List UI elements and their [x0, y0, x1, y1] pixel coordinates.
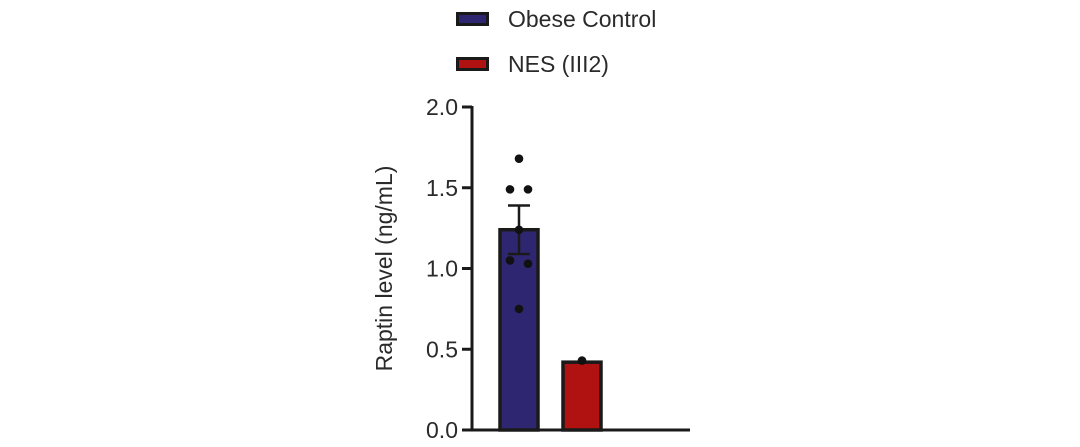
bar: [498, 227, 540, 432]
bar: [561, 360, 603, 432]
data-point: [505, 256, 515, 265]
data-point: [514, 225, 524, 235]
y-tick-label: 1.0: [426, 256, 458, 282]
data-point: [514, 154, 524, 163]
legend: Obese Control NES (III2): [456, 6, 656, 77]
data-point: [523, 185, 533, 194]
legend-label: Obese Control: [508, 6, 656, 32]
legend-swatch: [456, 12, 489, 26]
data-point: [505, 185, 515, 194]
y-axis-label: Raptin level (ng/mL): [371, 166, 397, 372]
data-points: [505, 154, 587, 365]
data-point: [577, 356, 587, 365]
y-tick-label: 1.5: [426, 175, 458, 201]
y-tick-label: 2.0: [426, 94, 458, 120]
y-tick-label: 0.5: [426, 336, 458, 362]
bars: [498, 227, 603, 432]
data-point: [514, 304, 524, 314]
axes: 0.0 0.5 1.0 1.5 2.0 Raptin level (ng/mL): [371, 94, 690, 443]
legend-label: NES (III2): [508, 51, 609, 77]
legend-swatch: [456, 57, 489, 71]
y-tick-label: 0.0: [426, 417, 458, 442]
data-point: [523, 259, 533, 268]
